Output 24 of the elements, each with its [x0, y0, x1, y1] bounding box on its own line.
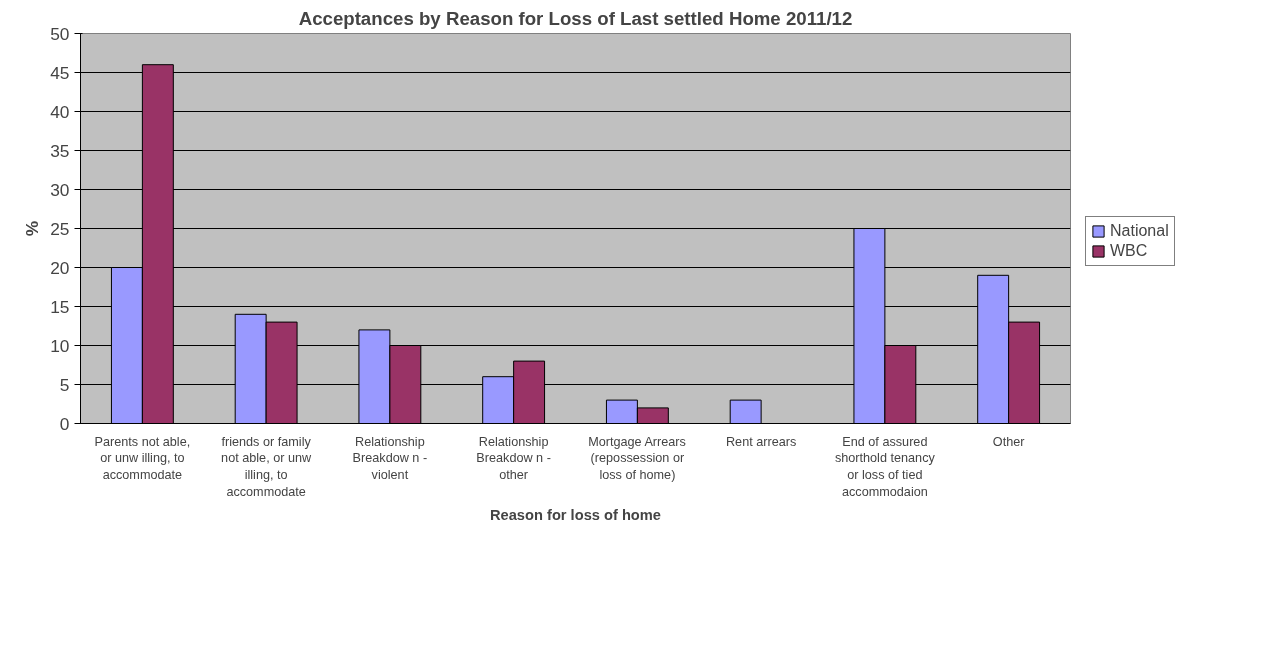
- legend-label: WBC: [1110, 241, 1148, 260]
- x-tick-label: Parents not able, or unw illing, to accommodate: [94, 434, 191, 483]
- y-tick-label: 50: [50, 23, 70, 44]
- y-tick-label: 25: [50, 218, 70, 239]
- legend-label: National: [1110, 221, 1169, 240]
- y-tick-label: 0: [59, 413, 70, 434]
- y-tick-label: 5: [59, 374, 70, 395]
- x-tick-label: friends or family not able, or unw illing, to accommodate: [221, 434, 313, 499]
- y-tick-label: 15: [50, 296, 70, 317]
- y-tick-label: 10: [50, 335, 70, 356]
- x-tick-label: Mortgage Arrears (repossession or loss of home): [588, 434, 686, 483]
- x-tick-label: End of assured shorthold tenancy or loss of tied accommodaion: [834, 434, 936, 499]
- x-tick-label: Rent arrears: [725, 434, 797, 449]
- y-tick-label: 20: [50, 257, 70, 278]
- chart-title: Acceptances by Reason for Loss of Last settled Home 2011/12: [298, 7, 853, 29]
- x-tick-label: Relationship Breakdow n - violent: [352, 434, 428, 483]
- x-tick-label: Relationship Breakdow n - other: [476, 434, 551, 483]
- x-tick-label: Other: [992, 434, 1025, 449]
- x-axis-title: Reason for loss of home: [489, 506, 662, 523]
- y-tick-label: 35: [50, 140, 70, 161]
- y-tick-label: 45: [50, 62, 70, 83]
- y-tick-label: 30: [50, 179, 70, 200]
- y-tick-label: 40: [50, 101, 70, 122]
- y-axis-title: %: [22, 220, 43, 237]
